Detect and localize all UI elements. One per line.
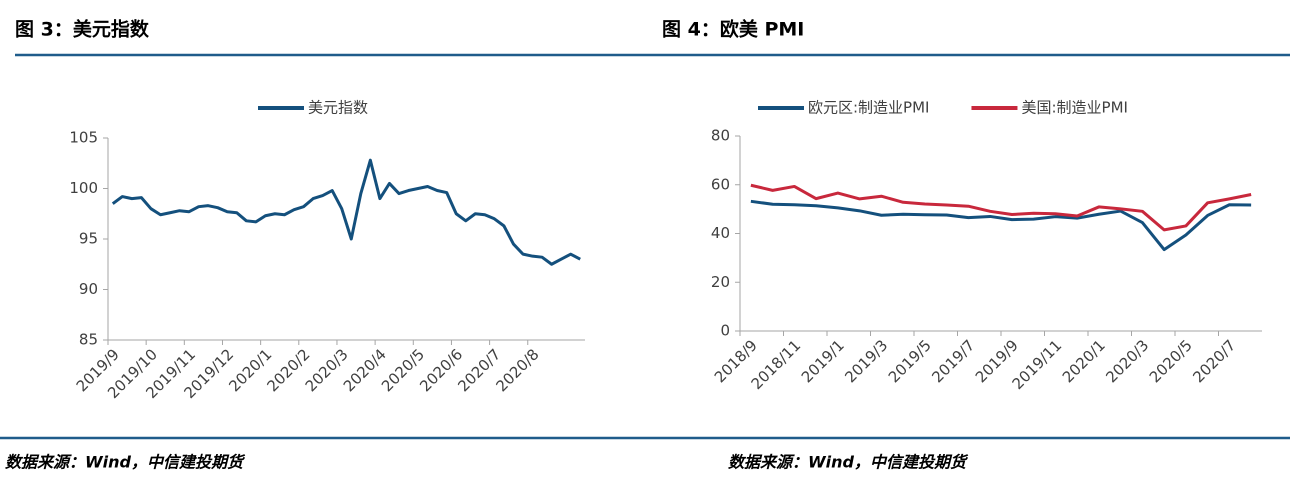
y-tick-label: 60 [711,175,730,193]
x-tick-label: 2019/3 [841,336,891,386]
series-line [750,199,1252,252]
series-line [111,158,581,266]
x-tick-label: 2020/8 [492,345,542,395]
chart-title: 图 4：欧美 PMI [662,18,804,41]
legend-label: 欧元区:制造业PMI [808,99,929,117]
x-tick-label: 2020/1 [1059,336,1109,386]
legend-label: 美元指数 [308,99,368,117]
y-tick-label: 100 [69,179,98,197]
y-tick-label: 0 [720,322,730,340]
y-tick-label: 90 [79,280,98,298]
x-tick-label: 2020/7 [1189,336,1239,386]
y-tick-label: 95 [79,230,98,248]
x-tick-label: 2019/5 [885,336,935,386]
y-tick-label: 80 [711,127,730,145]
legend-label: 美国:制造业PMI [1021,99,1127,117]
y-tick-label: 40 [711,224,730,242]
x-tick-label: 2020/3 [1102,336,1152,386]
y-tick-label: 85 [79,331,98,349]
chart-title: 图 3：美元指数 [15,18,150,41]
source-note: 数据来源：Wind，中信建投期货 [5,453,246,472]
x-tick-label: 2020/5 [1146,336,1196,386]
x-tick-label: 2019/1 [798,336,848,386]
x-tick-label: 2019/7 [928,336,978,386]
y-tick-label: 105 [69,129,98,147]
series-line [750,183,1252,232]
source-note: 数据来源：Wind，中信建投期货 [728,453,969,472]
y-tick-label: 20 [711,273,730,291]
